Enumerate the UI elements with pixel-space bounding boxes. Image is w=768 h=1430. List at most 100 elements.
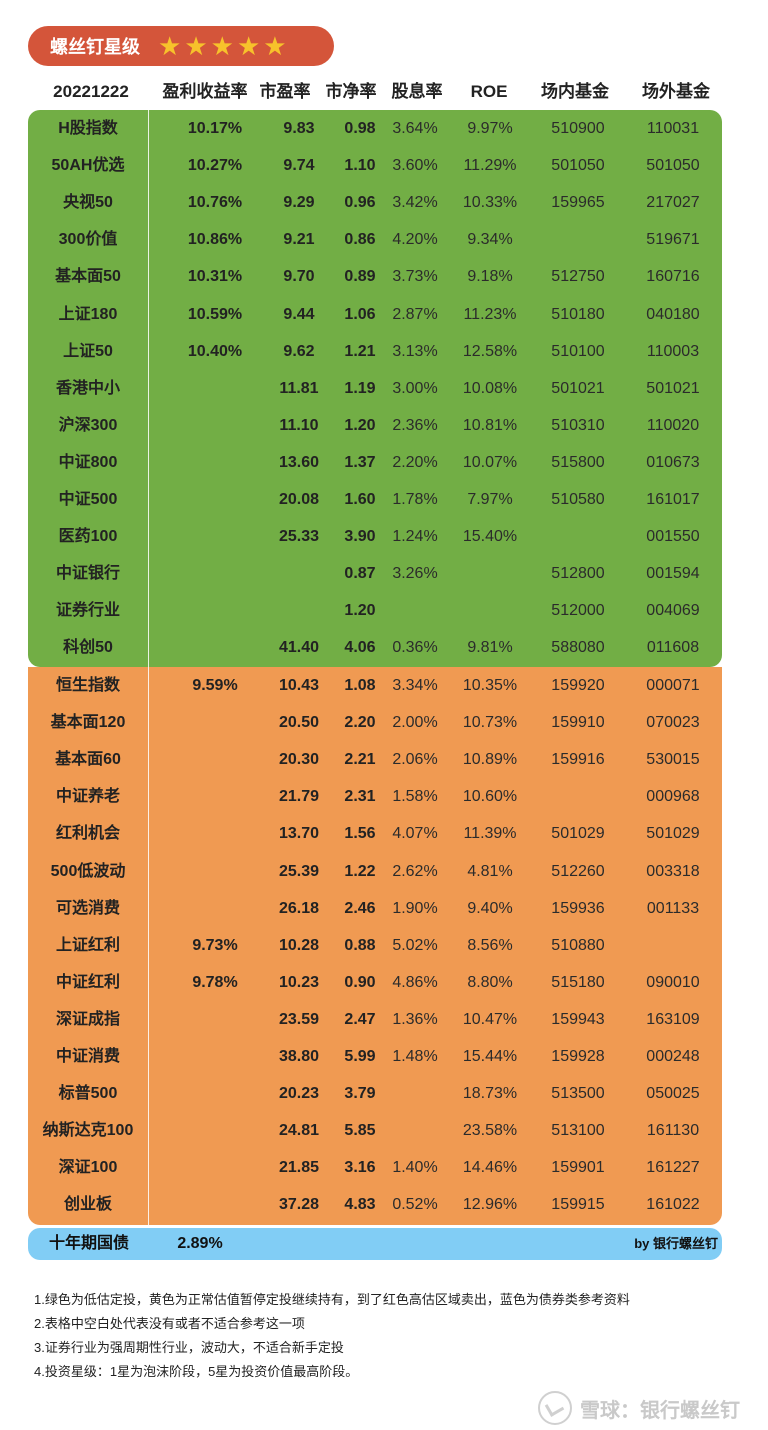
pe-ratio: 37.28 — [278, 1196, 320, 1214]
dividend-yield — [375, 592, 455, 629]
index-name: 创业板 — [63, 1196, 112, 1214]
exchange-fund-code: 159920 — [551, 677, 605, 694]
star-icon: ★ — [263, 31, 287, 61]
exchange-fund-code: 515800 — [551, 453, 605, 471]
index-name: 基本面50 — [55, 268, 121, 286]
pb-ratio: 2.31 — [344, 788, 376, 806]
roe: 15.40% — [462, 528, 518, 546]
index-name: 基本面120 — [50, 714, 126, 732]
otc-fund-code: 011608 — [646, 639, 700, 657]
star-rating: ★ ★ ★ ★ ★ — [158, 33, 290, 59]
roe: 10.73% — [462, 714, 518, 732]
dividend-yield: 2.62% — [392, 862, 438, 880]
table-row: 300价值 10.86% 9.21 0.86 4.20% 9.34% 519671 — [28, 221, 722, 258]
pe-ratio: 10.28 — [278, 936, 320, 954]
table-row: 纳斯达克100 24.81 5.85 23.58% 513100 161130 — [28, 1112, 722, 1149]
dividend-yield: 1.36% — [392, 1010, 438, 1028]
pb-ratio: 2.46 — [344, 899, 376, 917]
exchange-fund-code: 512750 — [551, 268, 605, 286]
index-name: 央视50 — [63, 194, 113, 212]
table-row: 上证红利 9.73% 10.28 0.88 5.02% 8.56% 510880 — [28, 927, 722, 964]
roe: 10.35% — [462, 677, 518, 694]
index-name: 证券行业 — [55, 602, 120, 620]
bond-panel — [28, 1228, 722, 1260]
index-name: 中证银行 — [55, 565, 120, 583]
pb-ratio: 0.89 — [344, 268, 376, 286]
roe: 11.23% — [463, 305, 517, 323]
dividend-yield — [375, 1112, 455, 1149]
watermark-text: 雪球：银行螺丝钉 — [580, 1399, 740, 1422]
exchange-fund-code: 510310 — [551, 416, 605, 434]
dividend-yield: 3.42% — [392, 194, 438, 212]
xueqiu-logo-icon — [538, 1391, 572, 1425]
pb-ratio: 1.20 — [344, 416, 376, 434]
otc-fund-code: 501021 — [646, 379, 700, 397]
index-name: 中证消费 — [55, 1048, 120, 1065]
pe-ratio: 11.10 — [279, 416, 319, 434]
pb-ratio: 2.20 — [344, 714, 376, 732]
otc-fund-code: 001550 — [646, 528, 700, 546]
roe: 10.33% — [462, 194, 518, 212]
exchange-fund-code — [533, 778, 623, 815]
pb-ratio: 1.20 — [344, 602, 376, 620]
otc-fund-code: 050025 — [646, 1085, 700, 1103]
otc-fund-code: 110003 — [646, 342, 700, 360]
pe-ratio: 23.59 — [278, 1010, 320, 1028]
otc-fund-code: 001133 — [646, 899, 700, 917]
pb-ratio: 4.06 — [344, 639, 376, 657]
exchange-fund-code: 512000 — [551, 602, 605, 620]
roe: 15.44% — [462, 1048, 518, 1065]
dividend-yield: 4.86% — [392, 973, 438, 991]
index-name: 基本面60 — [55, 751, 121, 769]
pb-ratio: 1.10 — [344, 157, 376, 175]
index-name: 上证红利 — [55, 936, 120, 954]
table-row: 中证500 20.08 1.60 1.78% 7.97% 510580 161017 — [28, 481, 722, 518]
otc-fund-code: 004069 — [646, 602, 700, 620]
dividend-yield: 3.64% — [392, 120, 438, 137]
star-icon: ★ — [158, 31, 182, 61]
otc-fund-code: 040180 — [646, 305, 700, 323]
pe-ratio: 9.29 — [283, 194, 315, 212]
star-icon: ★ — [210, 31, 234, 61]
exchange-fund-code: 510880 — [551, 936, 605, 954]
exchange-fund-code: 515180 — [551, 973, 605, 991]
exchange-fund-code: 159965 — [551, 194, 605, 212]
pe-ratio: 38.80 — [278, 1048, 320, 1065]
table-row: 科创50 41.40 4.06 0.36% 9.81% 588080 011608 — [28, 629, 722, 666]
otc-fund-code: 000968 — [646, 788, 700, 806]
pe-ratio: 13.60 — [278, 453, 320, 471]
pe-ratio: 20.08 — [278, 491, 320, 508]
pe-ratio: 21.79 — [278, 788, 320, 806]
otc-fund-code: 070023 — [646, 714, 700, 732]
table-row: 深证100 21.85 3.16 1.40% 14.46% 159901 161227 — [28, 1149, 722, 1186]
pe-ratio: 10.43 — [278, 677, 320, 694]
earnings-yield-header: 盈利收益率 — [162, 82, 248, 101]
bond-name: 十年期国债 — [48, 1235, 129, 1252]
pb-ratio: 0.90 — [344, 973, 376, 991]
roe: 8.56% — [467, 936, 513, 954]
bond-yield: 2.89% — [177, 1235, 223, 1252]
earnings-yield: 10.76% — [187, 194, 243, 212]
pe-ratio: 9.70 — [283, 268, 315, 286]
pb-ratio: 4.83 — [344, 1196, 376, 1214]
otc-fund-code: 161227 — [646, 1159, 700, 1177]
exchange-fund-code: 159915 — [551, 1196, 605, 1214]
exchange-fund-code: 588080 — [551, 639, 605, 657]
pb-ratio: 1.37 — [344, 453, 376, 471]
table-row: 中证银行 0.87 3.26% 512800 001594 — [28, 555, 722, 592]
exchange-fund-code: 510580 — [551, 491, 605, 508]
pe-ratio: 10.23 — [278, 973, 320, 991]
exchange-fund-code: 513100 — [551, 1122, 605, 1140]
pe-ratio: 13.70 — [278, 825, 320, 843]
pe-ratio: 26.18 — [278, 899, 320, 917]
table-row: 中证800 13.60 1.37 2.20% 10.07% 515800 010673 — [28, 444, 722, 481]
index-name: 红利机会 — [55, 825, 120, 843]
roe: 12.96% — [462, 1196, 518, 1214]
pe-header: 市盈率 — [259, 82, 311, 101]
earnings-yield: 10.17% — [187, 120, 243, 137]
otc-fund-code: 010673 — [646, 453, 700, 471]
exchange-fund-code: 510100 — [551, 342, 605, 360]
earnings-yield: 10.31% — [187, 268, 243, 286]
otc-fund-code: 217027 — [646, 194, 700, 212]
otc-fund-code: 003318 — [646, 862, 700, 880]
